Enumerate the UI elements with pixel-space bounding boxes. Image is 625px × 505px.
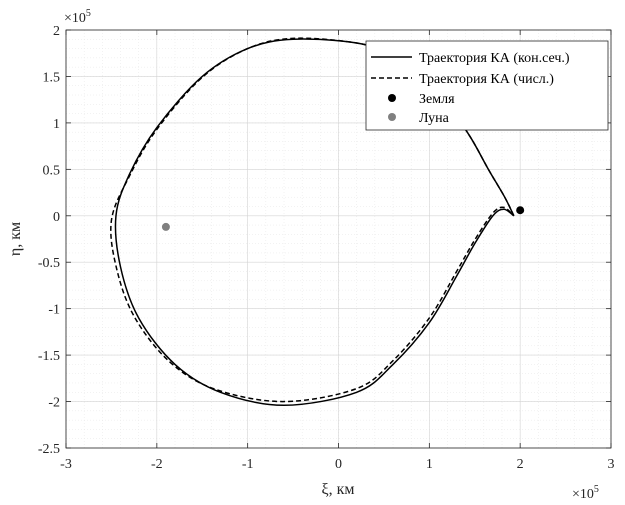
x-tick-label: 1 (426, 457, 433, 472)
legend-label-earth: Земля (419, 92, 455, 107)
moon-marker (161, 222, 170, 231)
y-exponent-label: ×105 (64, 8, 91, 26)
x-ticks: -3 -2 -1 0 1 2 3 (60, 30, 615, 472)
legend-label-solid: Траектория КА (кон.сеч.) (419, 51, 570, 66)
earth-marker (516, 206, 525, 215)
x-tick-label: -3 (60, 457, 72, 472)
x-axis-label: ξ, км (321, 481, 354, 498)
legend-box (365, 40, 609, 131)
y-tick-label: 2 (53, 24, 60, 39)
x-tick-label: 3 (608, 457, 615, 472)
x-tick-label: 2 (517, 457, 524, 472)
x-tick-label: -2 (151, 457, 163, 472)
y-ticks: -2.5 -2 -1.5 -1 -0.5 0 0.5 1 1.5 2 (38, 24, 611, 457)
y-tick-label: -0.5 (38, 256, 60, 271)
y-tick-label: -1 (48, 303, 60, 318)
y-axis-label: η, км (7, 222, 24, 256)
y-tick-label: -2 (48, 396, 60, 411)
y-tick-label: 0 (53, 210, 60, 225)
y-tick-label: -1.5 (38, 349, 60, 364)
legend-label-moon: Луна (419, 111, 450, 126)
legend-label-dashed: Траектория КА (числ.) (419, 72, 554, 87)
y-tick-label: 0.5 (43, 163, 61, 178)
legend: Траектория КА (кон.сеч.) Траектория КА (… (365, 40, 609, 131)
x-tick-label: 0 (335, 457, 342, 472)
legend-marker-earth (388, 94, 396, 102)
legend-marker-moon (388, 113, 396, 121)
y-tick-label: 1.5 (43, 70, 61, 85)
y-tick-label: -2.5 (38, 442, 60, 457)
x-exponent-label: ×105 (572, 484, 599, 502)
x-tick-label: -1 (242, 457, 254, 472)
y-tick-label: 1 (53, 117, 60, 132)
